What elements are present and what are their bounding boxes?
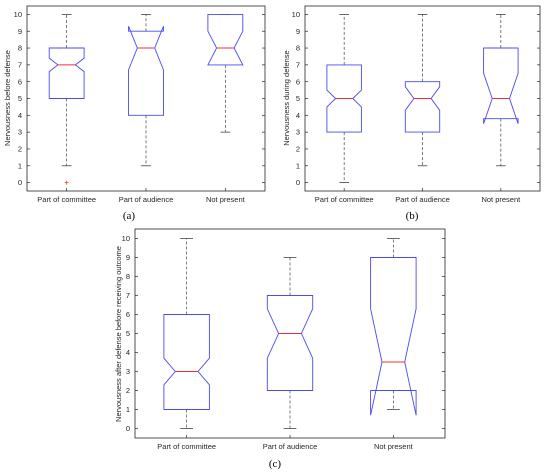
y-tick-label: 6 [18, 77, 22, 86]
y-tick-label: 1 [296, 161, 300, 170]
y-tick-label: 4 [18, 111, 22, 120]
y-tick-label: 8 [126, 272, 130, 281]
chart-panel-2: 0 1 2 3 4 5 6 7 8 9 10 Nervousness during defense Pa… [282, 5, 541, 222]
y-tick-label: 8 [18, 44, 22, 53]
x-category-label: Part of audience [395, 195, 450, 204]
y-tick-label: 4 [296, 111, 300, 120]
x-category-label: Not present [206, 195, 246, 204]
y-tick-label: 6 [126, 310, 130, 319]
panel-label: (a) [123, 210, 136, 222]
notched-box [483, 47, 519, 124]
notched-box [207, 13, 244, 66]
y-tick-label: 1 [18, 161, 22, 170]
y-tick-label: 10 [122, 234, 130, 243]
y-tick-label: 10 [292, 10, 300, 19]
notched-box [404, 81, 441, 133]
notched-box [370, 257, 417, 416]
y-tick-label: 7 [126, 291, 130, 300]
x-category-label: Not present [374, 442, 414, 451]
chart-panel-3: 0 1 2 3 4 5 6 7 8 9 10 Nervousness after defense be… [114, 228, 446, 470]
y-tick-label: 5 [18, 94, 22, 103]
y-tick-label: 0 [126, 424, 130, 433]
y-tick-label: 3 [126, 367, 130, 376]
x-category-label: Not present [481, 195, 521, 204]
y-tick-label: 7 [18, 60, 22, 69]
y-tick-label: 9 [18, 27, 22, 36]
notched-box [326, 64, 362, 133]
x-category-label: Part of audience [119, 195, 174, 204]
y-tick-label: 2 [18, 145, 22, 154]
y-tick-label: 9 [296, 27, 300, 36]
y-tick-label: 10 [14, 10, 22, 19]
y-axis-label: Nervousness during defense [282, 50, 291, 145]
x-category-label: Part of committee [315, 195, 374, 204]
x-category-label: Part of committee [37, 195, 96, 204]
notched-box [266, 295, 314, 391]
chart-panel-1: 0 1 2 3 4 5 6 7 8 9 10 Nervousness before defense Pa… [3, 5, 266, 222]
y-tick-label: 2 [296, 145, 300, 154]
x-category-label: Part of audience [263, 442, 318, 451]
notched-box [128, 26, 164, 116]
y-tick-label: 8 [296, 44, 300, 53]
y-tick-label: 3 [296, 128, 300, 137]
notched-box [163, 314, 210, 410]
y-axis-label: Nervousness before defense [3, 50, 12, 146]
y-tick-label: 6 [296, 77, 300, 86]
y-tick-label: 9 [126, 253, 130, 262]
panel-label: (c) [269, 458, 282, 470]
y-tick-label: 7 [296, 60, 300, 69]
y-axis-label: Nervousness after defense before receivi… [114, 246, 123, 422]
y-tick-label: 4 [126, 348, 130, 357]
y-tick-label: 2 [126, 386, 130, 395]
outlier-marker [64, 180, 69, 185]
y-tick-label: 1 [126, 405, 130, 414]
y-tick-label: 5 [126, 329, 130, 338]
notched-box [48, 47, 85, 99]
y-tick-label: 5 [296, 94, 300, 103]
x-category-label: Part of committee [157, 442, 216, 451]
panel-label: (b) [406, 210, 419, 222]
y-tick-label: 0 [18, 178, 22, 187]
y-tick-label: 3 [18, 128, 22, 137]
y-tick-label: 0 [296, 178, 300, 187]
